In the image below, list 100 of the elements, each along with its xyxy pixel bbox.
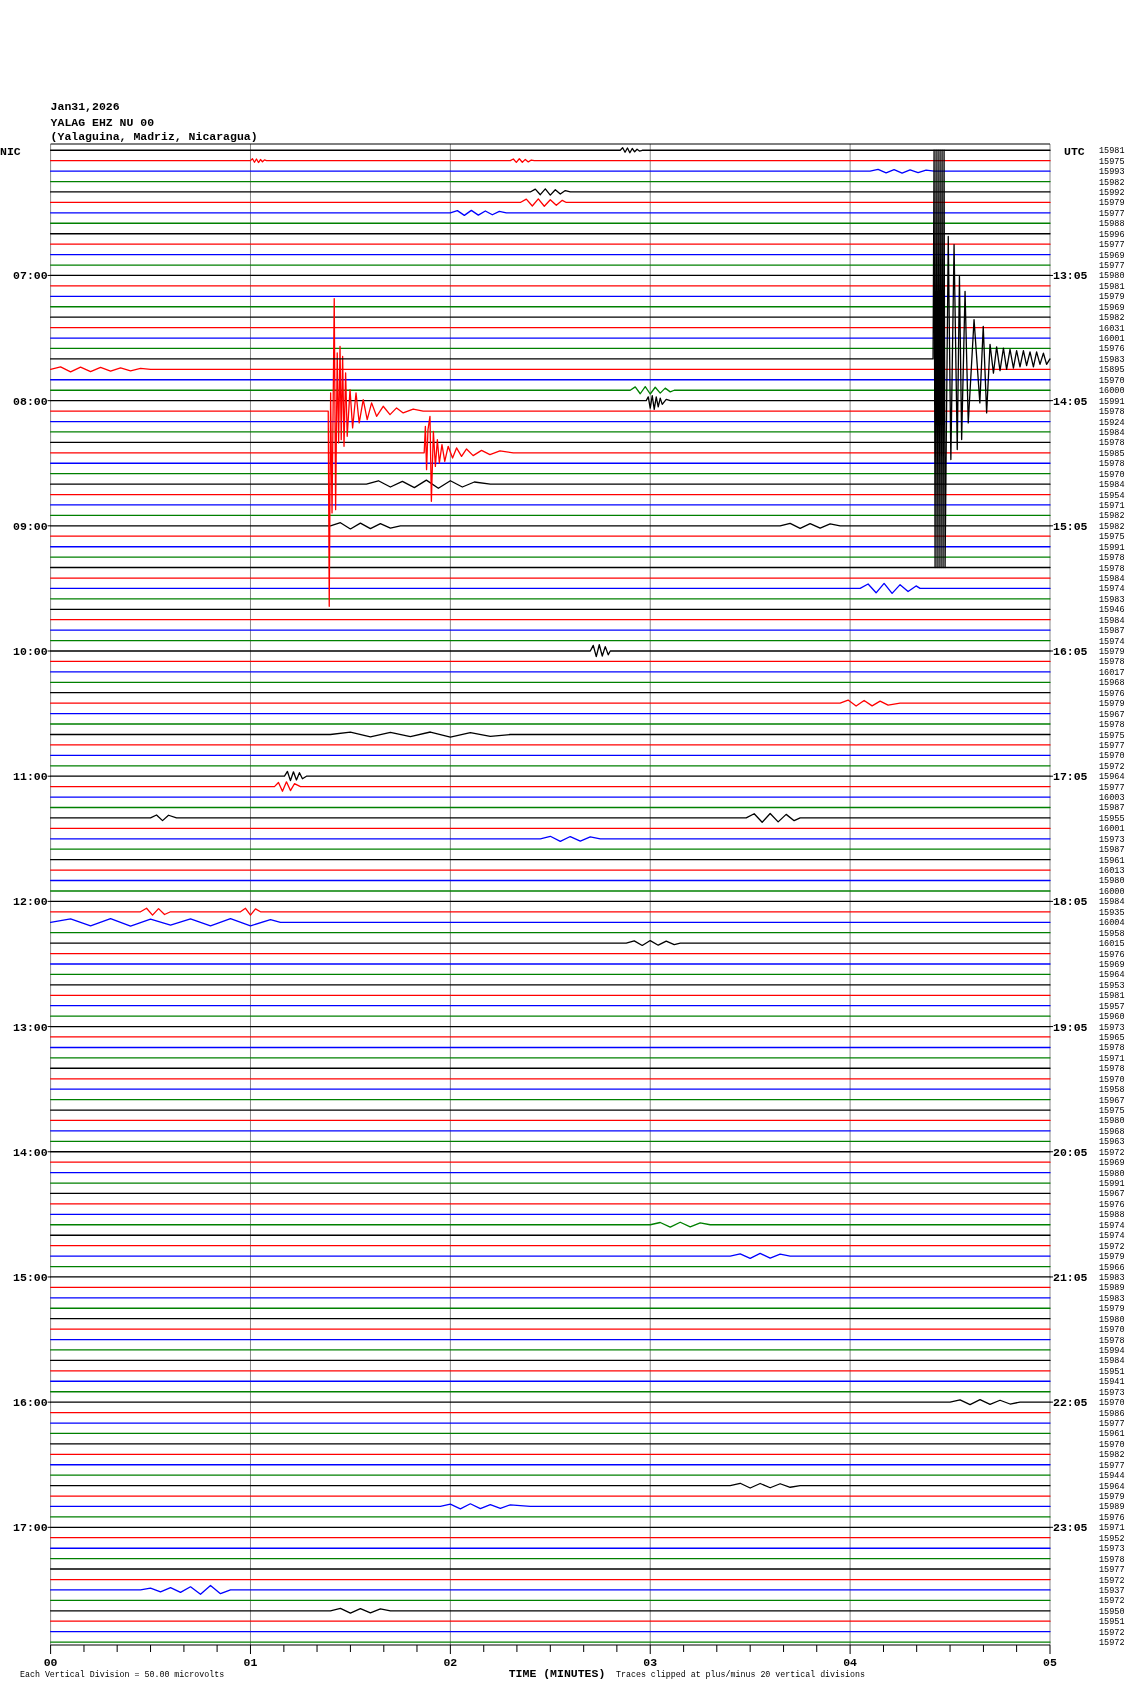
text: 15976 <box>1099 688 1125 699</box>
text: 15974 <box>1099 636 1125 647</box>
text: 15969 <box>1099 302 1125 313</box>
line-series <box>49 198 1051 207</box>
text: 15977 <box>1099 261 1125 272</box>
text: 15975 <box>1099 730 1125 741</box>
text: 16015 <box>1099 939 1125 950</box>
text: 15955 <box>1099 813 1125 824</box>
y2-tick-label: 22:05 <box>1053 1396 1088 1410</box>
text: 15996 <box>1099 229 1125 240</box>
text: 16000 <box>1099 386 1125 397</box>
y-tick-label: 17:00 <box>13 1521 48 1535</box>
text: 15972 <box>1099 1241 1125 1252</box>
line-series <box>49 918 1051 927</box>
y2-axis-title: UTC <box>1064 145 1085 158</box>
text: 15977 <box>1099 782 1125 793</box>
text: 15983 <box>1099 1293 1125 1304</box>
text: 15977 <box>1099 208 1125 219</box>
text: 15944 <box>1099 1471 1125 1482</box>
text: 15976 <box>1099 1199 1125 1210</box>
text: 15982 <box>1099 1450 1125 1461</box>
text: 15978 <box>1099 553 1125 564</box>
text: 15969 <box>1099 1158 1125 1169</box>
text: 16003 <box>1099 793 1125 804</box>
text: 15970 <box>1099 1439 1125 1450</box>
text: 15974 <box>1099 1220 1125 1231</box>
text: 15980 <box>1099 876 1125 887</box>
text: 15964 <box>1099 772 1125 783</box>
text: 15984 <box>1099 480 1125 491</box>
text: 15979 <box>1099 1304 1125 1315</box>
y-tick-label: 08:00 <box>13 394 48 408</box>
text: 15972 <box>1099 1596 1125 1607</box>
text: 15979 <box>1099 647 1125 658</box>
text: 15963 <box>1099 1137 1125 1148</box>
text: 15991 <box>1099 396 1125 407</box>
text: 15981 <box>1099 281 1125 292</box>
text: 15972 <box>1099 1638 1125 1649</box>
text: 15961 <box>1099 855 1125 866</box>
text: 15978 <box>1099 407 1125 418</box>
text: 15967 <box>1099 709 1125 720</box>
text: 15953 <box>1099 980 1125 991</box>
text: 15951 <box>1099 1617 1125 1628</box>
text: 15971 <box>1099 1523 1125 1534</box>
text: 15980 <box>1099 1116 1125 1127</box>
text: 15974 <box>1099 1231 1125 1242</box>
text: 15983 <box>1099 354 1125 365</box>
y2-tick-label: 17:05 <box>1053 770 1088 784</box>
text: 15970 <box>1099 375 1125 386</box>
line-series <box>49 907 1051 916</box>
text: 15966 <box>1099 1262 1125 1273</box>
text: 15984 <box>1099 427 1125 438</box>
x-tick-label: 00 <box>43 1656 58 1669</box>
text: 15973 <box>1099 1544 1125 1555</box>
text: Traces clipped at plus/minus 20 vertical divisions <box>616 1670 865 1679</box>
text: 15958 <box>1099 1085 1125 1096</box>
text: 15951 <box>1099 1366 1125 1377</box>
text: 15983 <box>1099 1272 1125 1283</box>
text: 15978 <box>1099 719 1125 730</box>
x-tick-label: 01 <box>243 1656 258 1669</box>
text: 15978 <box>1099 459 1125 470</box>
text: 15977 <box>1099 1460 1125 1471</box>
text: 15993 <box>1099 167 1125 178</box>
text: 15969 <box>1099 250 1125 261</box>
text: 15987 <box>1099 803 1125 814</box>
text: 15984 <box>1099 615 1125 626</box>
text: 15991 <box>1099 1179 1125 1190</box>
text: 15895 <box>1099 365 1125 376</box>
text: 15977 <box>1099 1419 1125 1430</box>
x-tick-label: 02 <box>443 1656 458 1669</box>
line-series <box>49 699 1051 707</box>
y2-tick-label: 13:05 <box>1053 269 1088 283</box>
text: 15971 <box>1099 500 1125 511</box>
text: 15967 <box>1099 1095 1125 1106</box>
text: 15972 <box>1099 761 1125 772</box>
text: 15978 <box>1099 657 1125 668</box>
y2-tick-label: 21:05 <box>1053 1270 1088 1284</box>
text: 16000 <box>1099 886 1125 897</box>
text: 15984 <box>1099 574 1125 585</box>
line-series <box>49 385 1051 395</box>
text: 15980 <box>1099 1168 1125 1179</box>
text: 16004 <box>1099 918 1125 929</box>
text: 15924 <box>1099 417 1125 428</box>
y-tick-label: 11:00 <box>13 770 48 784</box>
y-tick-label: 14:00 <box>13 1145 48 1159</box>
text: 15970 <box>1099 469 1125 480</box>
text: 15941 <box>1099 1377 1125 1388</box>
text: 15981 <box>1099 991 1125 1002</box>
line-series <box>49 582 1051 595</box>
text: 15974 <box>1099 584 1125 595</box>
text: 15979 <box>1099 198 1125 209</box>
text: 15985 <box>1099 448 1125 459</box>
text: 15988 <box>1099 219 1125 230</box>
text: 15960 <box>1099 1012 1125 1023</box>
y2-tick-label: 14:05 <box>1053 394 1088 408</box>
text: 15952 <box>1099 1533 1125 1544</box>
y2-tick-label: 15:05 <box>1053 519 1088 533</box>
text: 16017 <box>1099 667 1125 678</box>
text: 15978 <box>1099 438 1125 449</box>
text: 15972 <box>1099 1627 1125 1638</box>
text: 15971 <box>1099 1053 1125 1064</box>
